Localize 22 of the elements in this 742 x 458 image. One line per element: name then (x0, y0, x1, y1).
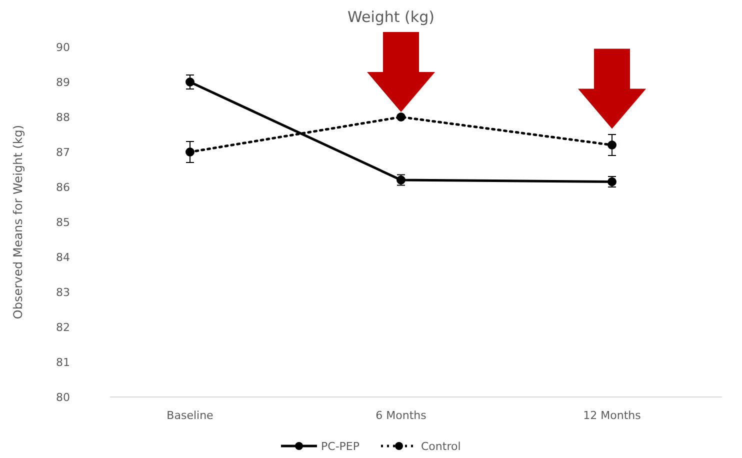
y-tick-label: 88 (56, 110, 70, 124)
y-tick-label: 81 (56, 356, 70, 369)
legend-label: Control (421, 440, 461, 453)
point (396, 112, 406, 122)
chart-title: Weight (kg) (348, 8, 434, 26)
y-tick-label: 87 (56, 146, 70, 159)
x-tick-label: 12 Months (583, 409, 642, 422)
point (186, 78, 194, 86)
y-tick-label: 84 (56, 250, 70, 264)
y-tick-label: 82 (56, 320, 70, 334)
point (608, 140, 616, 150)
x-tick-label: Baseline (166, 409, 214, 422)
y-tick-label: 83 (56, 286, 70, 299)
y-tick-label: 90 (56, 40, 70, 54)
y-tick-label: 80 (56, 390, 70, 404)
x-tick-label: 6 Months (376, 409, 427, 422)
y-tick-label: 89 (56, 76, 70, 89)
y-tick-label: 85 (56, 216, 70, 229)
y-axis-title: Observed Means for Weight (kg) (11, 124, 25, 320)
point (186, 148, 194, 156)
y-tick-label: 86 (56, 180, 70, 194)
legend-label: PC-PEP (321, 440, 360, 453)
